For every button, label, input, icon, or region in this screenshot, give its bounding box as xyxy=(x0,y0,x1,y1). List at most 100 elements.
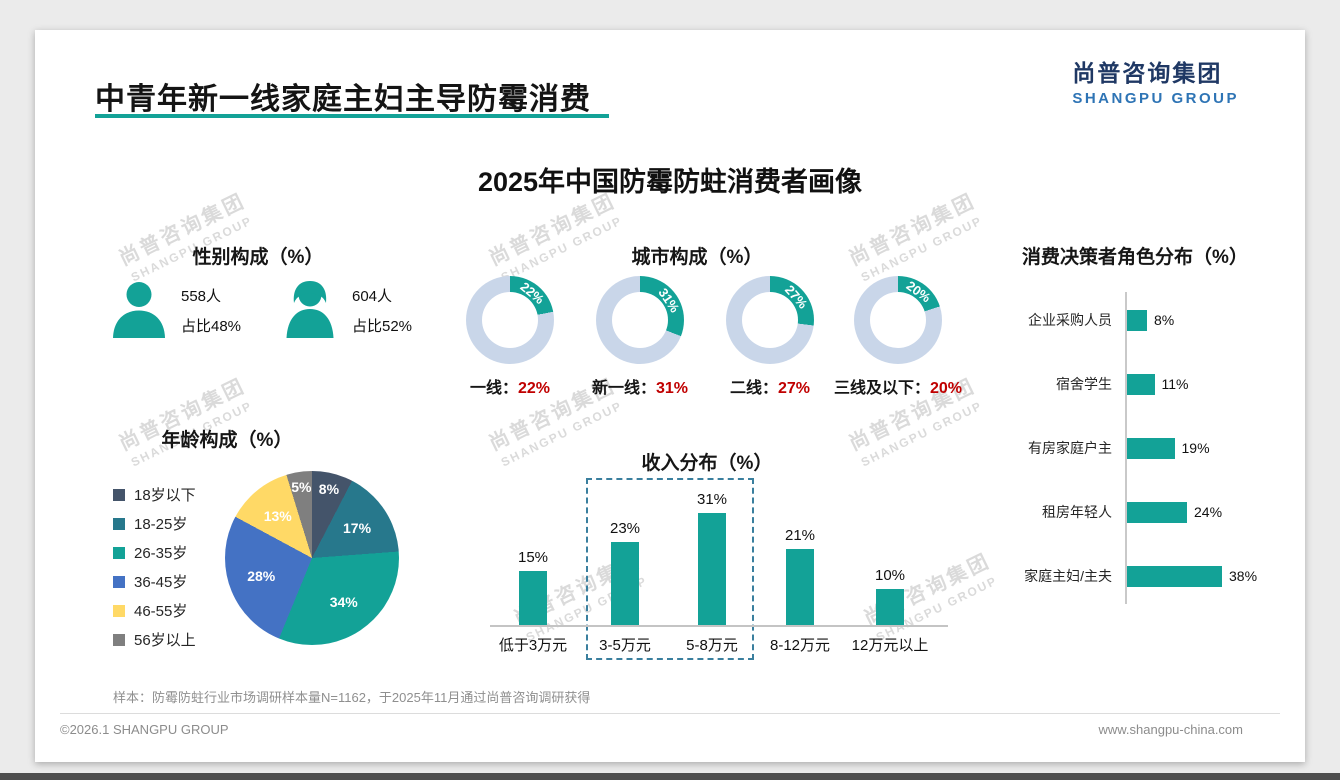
income-heading: 收入分布（%） xyxy=(641,453,773,474)
role-row: 有房家庭户主 19% xyxy=(970,416,1300,480)
role-pct: 11% xyxy=(1161,376,1189,392)
age-heading: 年龄构成（%） xyxy=(161,430,293,451)
donut-hole xyxy=(482,292,538,348)
gender-heading: 性别构成（%） xyxy=(192,247,324,268)
city-pct: 27% xyxy=(777,380,811,397)
income-category-label: 3-5万元 xyxy=(599,637,651,654)
income-category-label: 低于3万元 xyxy=(498,637,568,654)
age-legend: 18岁以下 18-25岁 26-35岁 36-45岁 46-55岁 56岁以上 xyxy=(113,480,196,654)
company-logo: 尚普咨询集团 SHANGPU GROUP xyxy=(1072,54,1239,107)
legend-marker xyxy=(113,517,125,530)
income-axis-line xyxy=(490,625,948,627)
logo-en-text: SHANGPU GROUP xyxy=(1072,90,1239,107)
income-column: 23% xyxy=(581,520,669,625)
legend-label: 18-25岁 xyxy=(134,516,188,533)
role-pct: 38% xyxy=(1229,568,1258,584)
donut-chart-tier3-below: 20% xyxy=(854,276,942,364)
income-column: 10% xyxy=(846,567,934,625)
income-category-label: 8-12万元 xyxy=(769,637,831,654)
city-donut-item: 27% 二线：27% xyxy=(695,276,845,398)
watermark-en: SHANGPU GROUP xyxy=(858,398,985,470)
male-icon xyxy=(107,278,171,342)
income-bar xyxy=(611,542,639,625)
city-caption: 三线及以下：20% xyxy=(818,374,978,398)
city-label: 新一线： xyxy=(591,380,656,397)
city-pct: 31% xyxy=(655,380,689,397)
pie-slice-label: 34% xyxy=(329,593,358,610)
footer-divider xyxy=(60,713,1280,714)
legend-marker xyxy=(113,633,125,646)
donut-hole xyxy=(870,292,926,348)
role-bar xyxy=(1127,501,1187,523)
male-stats: 558人 占比48% xyxy=(181,282,241,342)
female-icon xyxy=(278,278,342,342)
income-bar xyxy=(876,589,904,625)
female-stats: 604人 占比52% xyxy=(352,282,412,342)
city-caption: 二线：27% xyxy=(695,374,845,398)
income-bar xyxy=(786,549,814,625)
pie-slice-label: 28% xyxy=(247,568,276,585)
role-pct: 24% xyxy=(1194,504,1223,520)
legend-marker xyxy=(113,488,125,501)
legend-marker xyxy=(113,546,125,559)
pie-slice-label: 5% xyxy=(291,479,312,496)
bottom-edge-bar xyxy=(0,773,1340,780)
role-row: 企业采购人员 8% xyxy=(970,288,1300,352)
role-pct: 19% xyxy=(1181,440,1210,456)
income-column: 21% xyxy=(756,527,844,625)
income-bar-chart: 15% 23% 31% 21% 10% 低于3万元 3-5万元 5-8 xyxy=(490,478,955,670)
role-label: 有房家庭户主 xyxy=(1028,440,1112,456)
roles-axis-line xyxy=(1125,292,1127,604)
income-value-label: 10% xyxy=(874,567,906,584)
city-caption: 一线：22% xyxy=(435,374,585,398)
city-label: 一线： xyxy=(469,380,518,397)
male-count: 558人 xyxy=(181,288,222,305)
city-pct: 22% xyxy=(517,380,551,397)
role-label: 企业采购人员 xyxy=(1028,312,1112,328)
city-label: 三线及以下： xyxy=(833,380,930,397)
city-label: 二线： xyxy=(729,380,778,397)
income-bar xyxy=(698,513,726,625)
slide-card: 尚普咨询集团 SHANGPU GROUP 尚普咨询集团 SHANGPU GROUP … xyxy=(35,30,1305,762)
legend-item: 26-35岁 xyxy=(113,538,196,567)
donut-hole xyxy=(612,292,668,348)
pie-slice-label: 17% xyxy=(343,520,372,537)
legend-label: 18岁以下 xyxy=(134,487,196,504)
role-bar xyxy=(1127,565,1222,587)
title-underline xyxy=(95,114,609,118)
watermark: 尚普咨询集团 SHANGPU GROUP xyxy=(113,370,257,471)
role-label: 宿舍学生 xyxy=(1056,376,1112,392)
income-category-label: 12万元以上 xyxy=(851,637,929,654)
legend-item: 36-45岁 xyxy=(113,567,196,596)
donut-chart-tier2: 27% xyxy=(726,276,814,364)
income-value-label: 23% xyxy=(609,520,641,538)
pie-slice-label: 13% xyxy=(263,508,292,525)
role-bar xyxy=(1127,437,1175,459)
income-value-label: 21% xyxy=(784,527,816,545)
role-row: 租房年轻人 24% xyxy=(970,480,1300,544)
female-share: 占比52% xyxy=(352,318,413,335)
city-donut-item: 20% 三线及以下：20% xyxy=(818,276,978,398)
city-donut-item: 31% 新一线：31% xyxy=(565,276,715,398)
income-bar xyxy=(519,571,547,625)
city-caption: 新一线：31% xyxy=(565,374,715,398)
legend-item: 18岁以下 xyxy=(113,480,196,509)
legend-marker xyxy=(113,575,125,588)
role-bar xyxy=(1127,373,1155,395)
footer-copyright: ©2026.1 SHANGPU GROUP xyxy=(60,722,229,737)
income-value-label: 31% xyxy=(696,491,728,509)
legend-label: 36-45岁 xyxy=(134,574,188,591)
chart-main-title: 2025年中国防霉防蛀消费者画像 xyxy=(477,167,863,197)
donut-chart-new-tier1: 31% xyxy=(596,276,684,364)
legend-item: 56岁以上 xyxy=(113,625,196,654)
watermark: 尚普咨询集团 SHANGPU GROUP xyxy=(843,185,987,286)
male-share: 占比48% xyxy=(181,318,242,335)
income-column: 31% xyxy=(668,491,756,625)
legend-marker xyxy=(113,604,125,617)
female-count: 604人 xyxy=(352,288,393,305)
legend-label: 26-35岁 xyxy=(134,545,188,562)
city-pct: 20% xyxy=(929,380,963,397)
roles-heading: 消费决策者角色分布（%） xyxy=(1022,247,1248,268)
income-highlight-box xyxy=(586,478,754,660)
